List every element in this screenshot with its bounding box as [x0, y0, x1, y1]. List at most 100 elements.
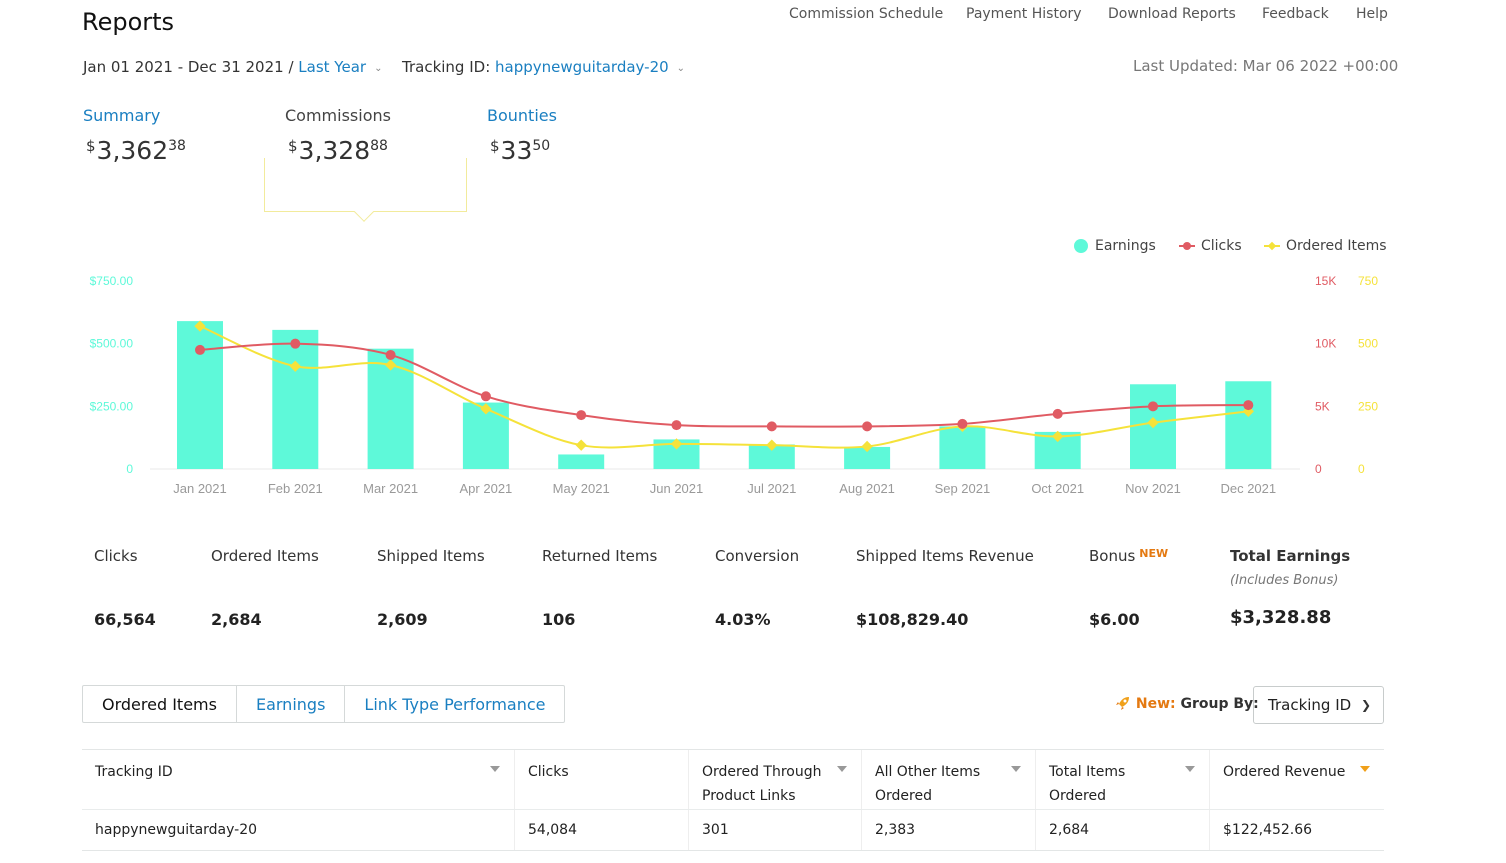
clicks-point: [671, 420, 682, 431]
nav-commission-schedule[interactable]: Commission Schedule: [789, 6, 944, 22]
stat-label-bonus: Bonus NEW: [1089, 547, 1169, 565]
clicks-point: [1148, 401, 1158, 412]
nav-help[interactable]: Help: [1356, 6, 1388, 22]
stat-value-conversion: 4.03%: [715, 610, 771, 629]
report-tabs: Ordered Items Earnings Link Type Perform…: [82, 685, 566, 723]
commissions-tab[interactable]: Commissions: [285, 106, 391, 125]
legend-earnings[interactable]: Earnings: [1073, 238, 1156, 254]
cell-tracking-id[interactable]: happynewguitarday-20: [82, 810, 515, 850]
clicks-point: [480, 391, 491, 402]
new-badge: NEW: [1139, 547, 1169, 560]
ordered-items-point: [1147, 416, 1159, 429]
left-axis-tick: $750.00: [90, 274, 134, 288]
clicks-point: [1243, 400, 1254, 411]
ordered-items-point: [766, 439, 778, 451]
x-axis-tick: Dec 2021: [1220, 481, 1276, 496]
date-filter[interactable]: Jan 01 2021 - Dec 31 2021 / Last Year ⌄: [83, 58, 382, 76]
tracking-label: Tracking ID:: [402, 58, 491, 76]
col-ordered-revenue[interactable]: Ordered Revenue: [1210, 750, 1384, 809]
sort-icon[interactable]: [1185, 766, 1195, 772]
sort-icon[interactable]: [837, 766, 847, 772]
chevron-down-icon[interactable]: ⌄: [676, 63, 686, 74]
sort-icon[interactable]: [1011, 766, 1021, 772]
ordered-items-point: [670, 438, 683, 450]
right-axis-clicks-tick: 5K: [1315, 399, 1330, 413]
stat-sublabel: (Includes Bonus): [1230, 573, 1339, 588]
left-axis-tick: $250.00: [90, 399, 134, 413]
x-axis-tick: Jul 2021: [747, 481, 796, 496]
x-axis-tick: Jan 2021: [173, 481, 227, 496]
date-range: Jan 01 2021 - Dec 31 2021 /: [83, 58, 294, 76]
earnings-bar: [272, 329, 319, 469]
x-axis-tick: Jun 2021: [650, 481, 704, 496]
tracking-filter[interactable]: Tracking ID: happynewguitarday-20 ⌄: [402, 58, 685, 76]
sort-icon[interactable]: [490, 766, 500, 772]
clicks-point: [957, 418, 968, 429]
tab-earnings[interactable]: Earnings: [237, 686, 346, 722]
chevron-down-icon[interactable]: ⌄: [374, 63, 383, 74]
tab-link-type-performance[interactable]: Link Type Performance: [364, 695, 546, 714]
diamond-icon: [1264, 241, 1280, 251]
x-axis-tick: Nov 2021: [1125, 481, 1181, 496]
legend-clicks[interactable]: Clicks: [1179, 238, 1242, 254]
stat-label-clicks: Clicks: [94, 547, 138, 565]
clicks-point: [862, 421, 873, 432]
legend-ordered-items[interactable]: Ordered Items: [1264, 238, 1387, 254]
col-all-other-items[interactable]: All Other Items Ordered: [862, 750, 1036, 809]
right-axis-clicks-tick: 0: [1315, 462, 1322, 476]
stat-label-shipped: Shipped Items: [377, 547, 485, 565]
ordered-items-point: [861, 440, 873, 453]
nav-payment-history[interactable]: Payment History: [966, 6, 1082, 22]
diamond-icon: [1179, 242, 1195, 250]
cell-all-other: 2,383: [862, 810, 1036, 850]
summary-value: $3,36238: [86, 136, 186, 165]
tracking-id-link[interactable]: happynewguitarday-20: [495, 58, 669, 76]
right-axis-clicks-tick: 10K: [1315, 337, 1336, 351]
right-axis-ordered-tick: 0: [1358, 462, 1365, 476]
x-axis-tick: Apr 2021: [460, 481, 513, 496]
x-axis-tick: May 2021: [553, 481, 610, 496]
ordered-items-point: [289, 360, 301, 372]
nav-feedback[interactable]: Feedback: [1262, 6, 1329, 22]
nav-download-reports[interactable]: Download Reports: [1108, 6, 1236, 22]
col-ordered-through[interactable]: Ordered Through Product Links: [689, 750, 862, 809]
x-axis-tick: Oct 2021: [1031, 481, 1084, 496]
stat-value-clicks: 66,564: [94, 610, 156, 629]
col-tracking-id[interactable]: Tracking ID: [82, 750, 515, 809]
right-axis-clicks-tick: 15K: [1315, 274, 1336, 288]
ordered-items-line: [199, 325, 1249, 449]
clicks-point: [1052, 408, 1063, 419]
sort-icon[interactable]: [1360, 766, 1370, 772]
x-axis-tick: Feb 2021: [268, 481, 323, 496]
stat-value-shipped: 2,609: [377, 610, 428, 629]
bounties-tab[interactable]: Bounties: [487, 106, 557, 125]
group-by-select[interactable]: Tracking ID ❯: [1253, 686, 1384, 724]
stat-label-ordered: Ordered Items: [211, 547, 319, 565]
group-by-label: New: Group By:: [1115, 695, 1259, 712]
bounties-value: $3350: [490, 136, 551, 165]
stat-value-total-earnings: $3,328.88: [1230, 607, 1332, 628]
col-total-items[interactable]: Total Items Ordered: [1036, 750, 1210, 809]
stat-value-shipped-revenue: $108,829.40: [856, 610, 969, 629]
clicks-point: [290, 338, 301, 349]
stat-label-conversion: Conversion: [715, 547, 800, 565]
earnings-bar: [844, 446, 891, 469]
tab-ordered-items[interactable]: Ordered Items: [83, 686, 237, 722]
rocket-icon: [1116, 697, 1129, 710]
stat-label-shipped-revenue: Shipped Items Revenue: [856, 547, 1034, 565]
date-preset-link[interactable]: Last Year: [298, 58, 367, 76]
clicks-point: [576, 410, 587, 421]
cell-clicks: 54,084: [515, 810, 689, 850]
clicks-point: [195, 344, 205, 355]
x-axis-tick: Sep 2021: [935, 481, 991, 496]
report-table: Tracking ID Clicks Ordered Through Produ…: [82, 749, 1384, 851]
stat-value-bonus: $6.00: [1089, 610, 1140, 629]
summary-tab[interactable]: Summary: [83, 106, 161, 125]
cell-ordered-through: 301: [689, 810, 862, 850]
x-axis-tick: Aug 2021: [839, 481, 895, 496]
right-axis-ordered-tick: 500: [1358, 337, 1378, 351]
stat-label-total-earnings: Total Earnings: [1230, 547, 1351, 565]
ordered-items-point: [480, 403, 492, 415]
left-axis-tick: $500.00: [90, 337, 134, 351]
col-clicks[interactable]: Clicks: [515, 750, 689, 809]
